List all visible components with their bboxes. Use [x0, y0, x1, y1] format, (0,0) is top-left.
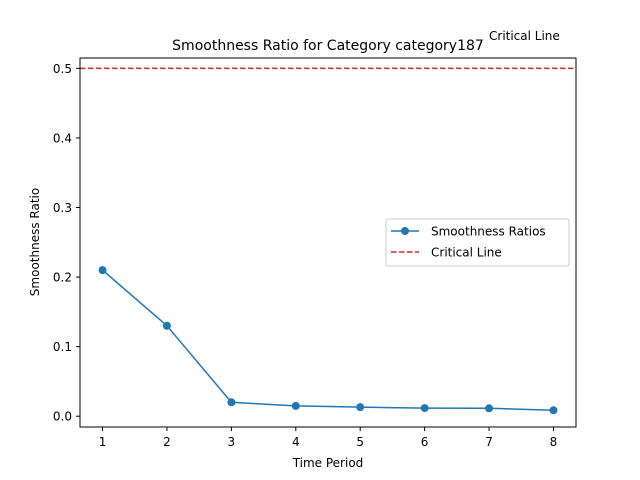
x-tick-label: 2: [163, 435, 171, 449]
legend-series-label: Smoothness Ratios: [431, 225, 546, 239]
x-axis-label: Time Period: [292, 456, 364, 470]
x-tick-label: 1: [99, 435, 107, 449]
data-point: [162, 321, 171, 330]
legend: Smoothness Ratios Critical Line: [385, 218, 570, 267]
legend-box: [385, 218, 570, 267]
axes-frame: [79, 57, 577, 428]
x-tick-label: 5: [356, 435, 364, 449]
y-tick-label: 0.1: [53, 340, 72, 354]
legend-critical-label: Critical Line: [431, 246, 502, 260]
y-tick-label: 0.3: [53, 201, 72, 215]
x-tick-label: 6: [421, 435, 429, 449]
data-point: [420, 404, 429, 413]
x-tick-label: 8: [550, 435, 558, 449]
data-point: [549, 406, 558, 415]
y-tick-label: 0.0: [53, 410, 72, 424]
x-tick-label: 4: [292, 435, 300, 449]
data-point: [485, 404, 494, 413]
data-point: [227, 398, 236, 407]
y-tick-label: 0.5: [53, 62, 72, 76]
x-tick-label: 7: [485, 435, 493, 449]
y-axis-label: Smoothness Ratio: [28, 188, 42, 296]
chart-title: Smoothness Ratio for Category category18…: [172, 38, 484, 54]
legend-series-marker: [401, 227, 409, 235]
series-line: [102, 269, 554, 412]
data-point: [356, 403, 365, 412]
critical-line-annotation: Critical Line: [489, 29, 560, 43]
data-point: [291, 401, 300, 410]
data-point: [98, 266, 107, 275]
x-tick-label: 3: [228, 435, 236, 449]
y-tick-label: 0.4: [53, 131, 72, 145]
y-tick-label: 0.2: [53, 271, 72, 285]
